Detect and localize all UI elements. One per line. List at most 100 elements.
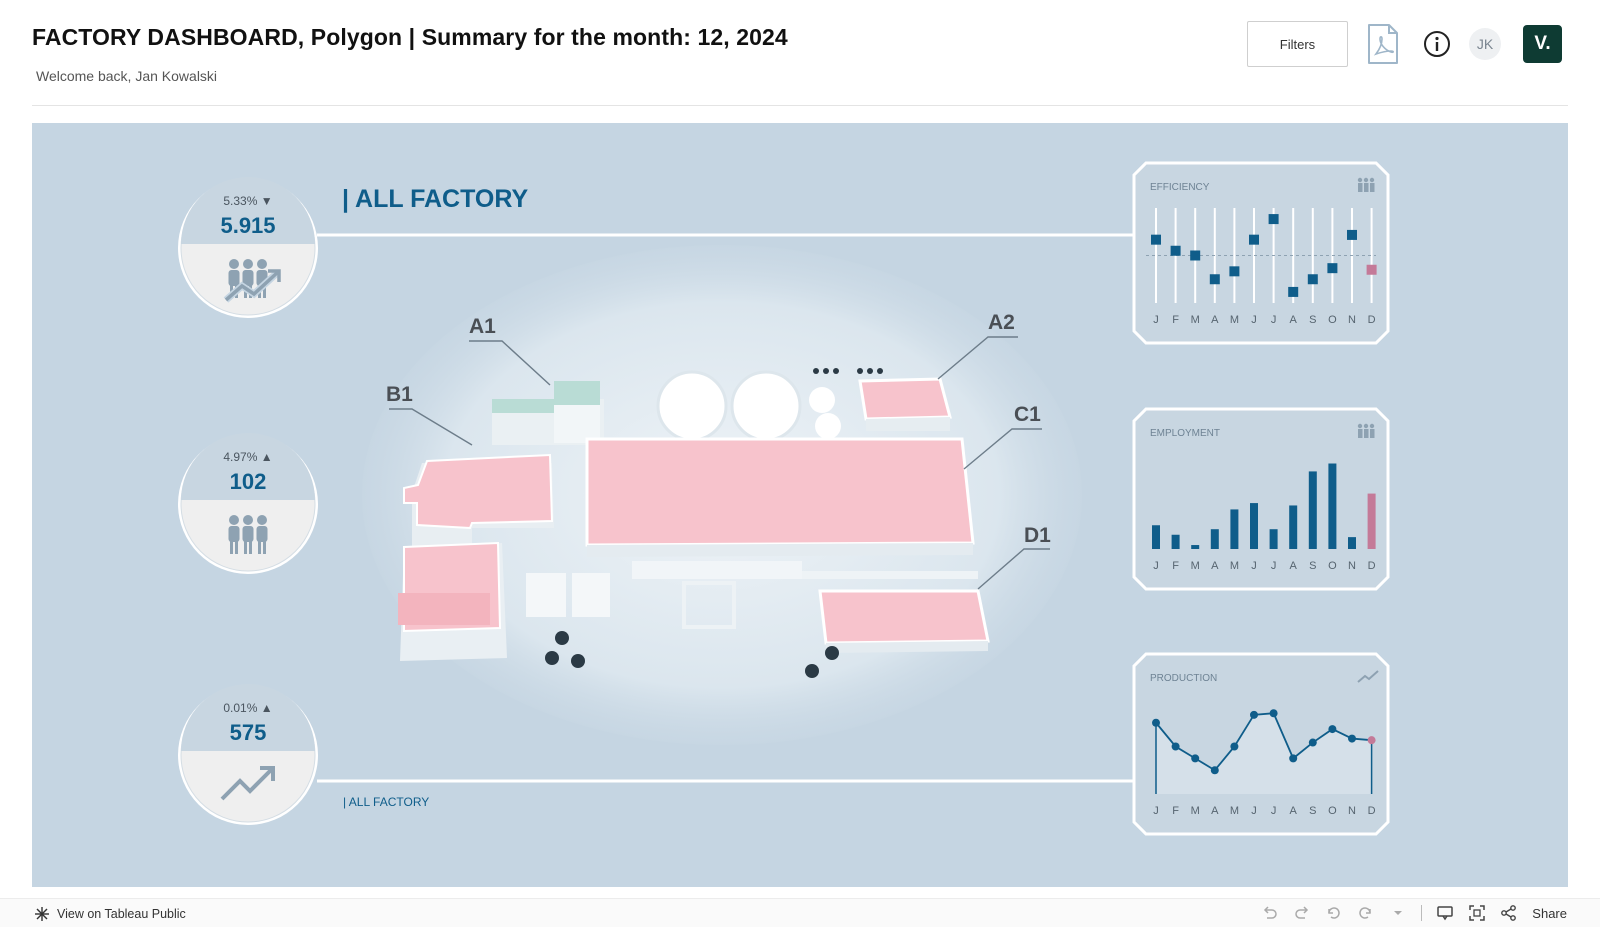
kpi-production[interactable]: 0.01% ▲ 575 xyxy=(178,684,318,825)
production-point[interactable] xyxy=(1269,709,1278,718)
info-icon[interactable] xyxy=(1423,30,1451,58)
x-tick-label: O xyxy=(1328,314,1337,326)
page-title: FACTORY DASHBOARD, Polygon | Summary for… xyxy=(32,24,788,50)
efficiency-point[interactable] xyxy=(1190,250,1201,261)
employment-bar[interactable] xyxy=(1269,529,1278,549)
x-tick-label: S xyxy=(1309,805,1316,817)
efficiency-point[interactable] xyxy=(1209,274,1220,285)
production-point[interactable] xyxy=(1289,754,1298,763)
kpi-employment[interactable]: 4.97% ▲ 102 xyxy=(178,433,318,574)
header-divider xyxy=(32,105,1568,106)
view-on-tableau-link[interactable]: View on Tableau Public xyxy=(34,906,186,922)
x-tick-label: M xyxy=(1230,560,1239,572)
efficiency-point[interactable] xyxy=(1170,245,1181,256)
user-avatar[interactable]: JK xyxy=(1469,28,1501,60)
x-tick-label: D xyxy=(1368,560,1376,572)
x-tick-label: N xyxy=(1348,805,1356,817)
production-point[interactable] xyxy=(1348,734,1356,743)
building-d1[interactable] xyxy=(818,589,990,645)
employment-bar[interactable] xyxy=(1171,534,1180,549)
tableau-toolbar: View on Tableau Public Share xyxy=(0,898,1600,927)
efficiency-point[interactable] xyxy=(1151,234,1161,245)
kpi-efficiency[interactable]: 5.33% ▼ 5.915 xyxy=(178,177,318,318)
building-label-d1: D1 xyxy=(1024,524,1051,547)
toolbar-actions: Share xyxy=(1261,904,1567,922)
employment-bar[interactable] xyxy=(1230,509,1239,549)
kpi-group: 5.33% ▼ 5.915 4.97% ▲ 102 0.01% ▲ 575 xyxy=(178,177,318,825)
comment-icon[interactable] xyxy=(1436,904,1454,922)
refresh-icon[interactable] xyxy=(1357,904,1375,922)
x-tick-label: M xyxy=(1191,560,1200,572)
x-tick-label: F xyxy=(1172,314,1179,326)
employment-bar[interactable] xyxy=(1289,505,1298,549)
building-c1[interactable] xyxy=(585,437,975,547)
fullscreen-icon[interactable] xyxy=(1468,904,1486,922)
filters-button[interactable]: Filters xyxy=(1247,21,1348,67)
efficiency-point[interactable] xyxy=(1288,286,1299,297)
x-tick-label: A xyxy=(1211,314,1219,326)
production-point[interactable] xyxy=(1308,738,1317,747)
building-b1[interactable] xyxy=(403,453,554,530)
production-area xyxy=(1156,713,1372,794)
x-tick-label: J xyxy=(1271,314,1277,326)
undo-icon[interactable] xyxy=(1261,904,1279,922)
chart-title: EFFICIENCY xyxy=(1150,182,1210,193)
efficiency-point[interactable] xyxy=(1347,229,1357,240)
production-point[interactable] xyxy=(1367,736,1376,745)
employment-bar[interactable] xyxy=(1250,503,1258,549)
kpi-value: 5.915 xyxy=(220,213,275,238)
efficiency-point[interactable] xyxy=(1229,266,1240,277)
building-label-c1: C1 xyxy=(1014,403,1041,426)
efficiency-point[interactable] xyxy=(1268,214,1279,225)
production-point[interactable] xyxy=(1171,742,1180,751)
efficiency-point[interactable] xyxy=(1366,264,1377,275)
header: FACTORY DASHBOARD, Polygon | Summary for… xyxy=(0,0,1600,106)
x-tick-label: M xyxy=(1191,805,1200,817)
building-a2[interactable] xyxy=(858,377,952,421)
employment-bar[interactable] xyxy=(1328,463,1337,550)
dashboard-svg: A1 B1 A2 C1 D1 | ALL FACTORY | ALL FACTO… xyxy=(178,161,1390,836)
efficiency-point[interactable] xyxy=(1249,234,1259,245)
x-tick-label: D xyxy=(1368,314,1376,326)
building-label-a2: A2 xyxy=(988,311,1015,334)
pause-dropdown-icon[interactable] xyxy=(1389,904,1407,922)
people-icon xyxy=(1357,423,1375,438)
employment-bar[interactable] xyxy=(1210,529,1219,549)
production-point[interactable] xyxy=(1230,742,1239,751)
employment-bar[interactable] xyxy=(1191,545,1200,549)
toolbar-separator xyxy=(1421,905,1423,921)
chart-title: PRODUCTION xyxy=(1150,673,1217,684)
x-tick-label: S xyxy=(1309,314,1316,326)
production-point[interactable] xyxy=(1250,710,1258,719)
efficiency-point[interactable] xyxy=(1307,274,1318,285)
efficiency-point[interactable] xyxy=(1327,263,1338,274)
production-point[interactable] xyxy=(1328,725,1337,734)
x-tick-label: F xyxy=(1172,560,1179,572)
people-icon xyxy=(228,515,268,554)
redo-icon[interactable] xyxy=(1293,904,1311,922)
x-tick-label: M xyxy=(1191,314,1200,326)
section-title: | ALL FACTORY xyxy=(342,185,528,213)
employment-bar[interactable] xyxy=(1152,525,1160,549)
share-button[interactable]: Share xyxy=(1532,905,1567,921)
brand-logo[interactable]: V. xyxy=(1523,25,1562,63)
trend-up-icon xyxy=(220,766,275,801)
revert-icon[interactable] xyxy=(1325,904,1343,922)
x-tick-label: N xyxy=(1348,314,1356,326)
pdf-icon[interactable] xyxy=(1367,23,1399,65)
share-icon[interactable] xyxy=(1500,904,1518,922)
people-icon xyxy=(1357,177,1375,192)
production-point[interactable] xyxy=(1152,718,1160,727)
employment-bar[interactable] xyxy=(1308,471,1317,549)
production-point[interactable] xyxy=(1191,754,1200,763)
x-tick-label: A xyxy=(1290,314,1298,326)
x-tick-label: J xyxy=(1271,805,1277,817)
employment-bar[interactable] xyxy=(1348,537,1356,549)
x-tick-label: F xyxy=(1172,805,1179,817)
employment-bar[interactable] xyxy=(1367,493,1376,549)
production-point[interactable] xyxy=(1210,766,1219,775)
kpi-change: 5.33% ▼ xyxy=(223,194,272,208)
